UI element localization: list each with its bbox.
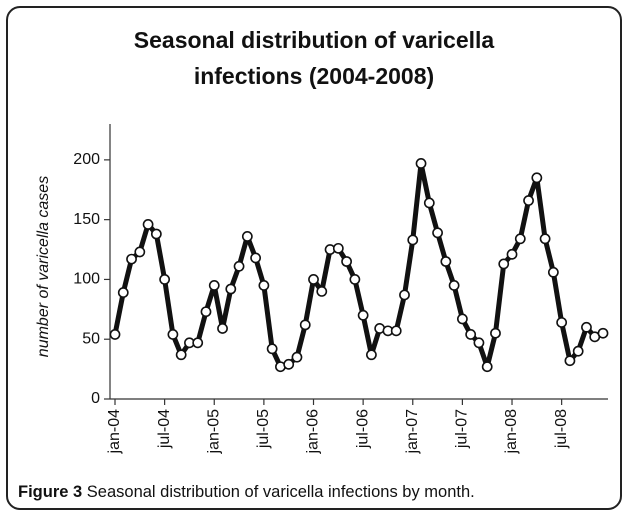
data-point bbox=[258, 280, 270, 291]
data-point bbox=[581, 321, 592, 333]
x-tick-label: jan-07 bbox=[404, 409, 421, 455]
data-point bbox=[440, 256, 452, 267]
data-point bbox=[332, 242, 344, 254]
data-point bbox=[407, 234, 419, 246]
data-point bbox=[150, 228, 162, 240]
data-point bbox=[341, 256, 352, 267]
caption-text: Seasonal distribution of varicella infec… bbox=[86, 483, 475, 501]
data-point bbox=[597, 327, 609, 339]
data-point bbox=[266, 343, 278, 355]
data-point bbox=[473, 337, 485, 349]
x-tick-label: jul-06 bbox=[354, 409, 371, 449]
data-point bbox=[291, 351, 303, 363]
data-point bbox=[556, 317, 568, 328]
data-point bbox=[366, 349, 377, 361]
data-point bbox=[200, 306, 212, 318]
data-point bbox=[159, 274, 171, 285]
data-point bbox=[399, 289, 410, 301]
chart-title: Seasonal distribution of varicella infec… bbox=[133, 27, 495, 89]
data-point bbox=[539, 233, 551, 245]
y-tick-label: 100 bbox=[73, 271, 100, 288]
data-point bbox=[109, 329, 121, 340]
data-point bbox=[308, 274, 319, 285]
data-point bbox=[117, 287, 129, 298]
caption-label: Figure 3 bbox=[18, 483, 83, 501]
y-tick-label: 0 bbox=[91, 390, 100, 407]
data-point bbox=[531, 172, 543, 184]
data-point bbox=[126, 253, 137, 265]
data-point bbox=[423, 197, 435, 209]
series-line bbox=[112, 160, 604, 370]
data-point bbox=[547, 266, 559, 278]
data-point bbox=[233, 260, 245, 272]
x-tick-label: jul-08 bbox=[553, 409, 570, 449]
data-point bbox=[299, 319, 311, 331]
data-point bbox=[564, 355, 576, 367]
data-point bbox=[415, 158, 427, 169]
data-point bbox=[390, 325, 402, 337]
x-tick-label: jan-08 bbox=[503, 409, 520, 455]
x-tick-label: jan-05 bbox=[205, 409, 222, 455]
y-tick-label: 150 bbox=[73, 211, 100, 228]
data-point bbox=[175, 349, 187, 361]
data-point bbox=[208, 280, 220, 291]
data-point bbox=[142, 219, 154, 230]
data-point bbox=[523, 195, 534, 206]
data-point bbox=[465, 329, 477, 340]
x-tick-label: jul-07 bbox=[454, 409, 471, 449]
data-point bbox=[349, 274, 361, 285]
data-point bbox=[192, 337, 204, 349]
caption: Figure 3 Seasonal distribution of varice… bbox=[18, 483, 475, 502]
x-tick-label: jan-06 bbox=[305, 409, 322, 455]
data-point bbox=[506, 248, 518, 260]
data-point bbox=[490, 327, 501, 339]
x-tick-label: jul-05 bbox=[255, 409, 272, 449]
x-tick-label: jan-04 bbox=[106, 409, 123, 455]
y-tick-label: 200 bbox=[73, 151, 100, 168]
data-point bbox=[241, 230, 253, 242]
data-point bbox=[225, 283, 237, 295]
data-point bbox=[481, 361, 493, 373]
x-tick-label: jul-04 bbox=[156, 409, 173, 449]
data-point bbox=[134, 246, 146, 258]
frame bbox=[6, 6, 622, 510]
data-point bbox=[283, 358, 295, 370]
data-point bbox=[357, 309, 369, 321]
data-point bbox=[217, 323, 228, 334]
data-point bbox=[514, 233, 526, 245]
data-point bbox=[432, 227, 443, 239]
y-axis-label: number of varicella cases bbox=[35, 176, 52, 357]
data-point bbox=[456, 313, 468, 325]
y-tick-label: 50 bbox=[82, 330, 100, 347]
data-point bbox=[498, 258, 510, 270]
data-point bbox=[250, 252, 262, 264]
data-point bbox=[572, 345, 584, 357]
data-point bbox=[316, 285, 328, 297]
data-point bbox=[167, 329, 179, 340]
data-point bbox=[448, 280, 460, 291]
